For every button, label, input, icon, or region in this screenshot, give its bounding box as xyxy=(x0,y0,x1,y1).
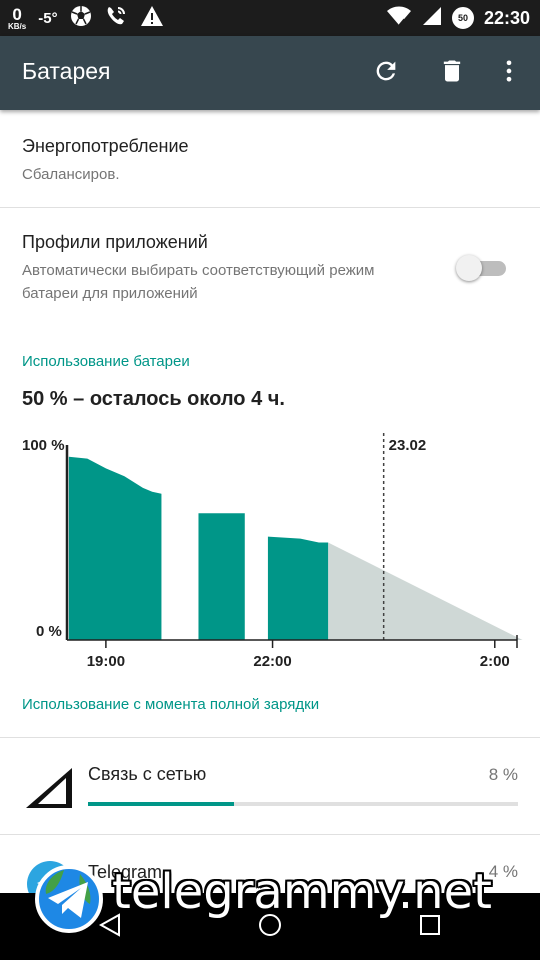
app-profiles-preference[interactable]: Профили приложений Автоматически выбират… xyxy=(22,232,432,305)
divider xyxy=(0,207,540,208)
app-name: Связь с сетью xyxy=(88,764,207,784)
delete-icon xyxy=(438,57,466,90)
app-profiles-description: Автоматически выбирать соответствующий р… xyxy=(22,262,375,302)
refresh-icon xyxy=(372,57,400,90)
network-speed-unit: KB/s xyxy=(8,21,27,31)
date-marker-label: 23.02 xyxy=(389,437,427,454)
usage-segment-1 xyxy=(68,456,162,640)
watermark-text: telegrammy.net xyxy=(112,864,492,920)
usage-segment-2 xyxy=(198,513,245,640)
temperature: -5° xyxy=(38,9,58,27)
divider xyxy=(0,737,540,738)
recents-button[interactable] xyxy=(410,907,450,947)
app-percent: 4 % xyxy=(488,862,518,881)
battery-summary: 50 % – осталось около 4 ч. xyxy=(22,388,285,410)
status-left-group: 0 KB/s -5° xyxy=(8,2,164,34)
app-profiles-switch[interactable] xyxy=(456,255,506,281)
watermark: telegrammy.net xyxy=(28,858,540,938)
status-bar: 0 KB/s -5° 50 22:30 xyxy=(0,0,540,36)
since-full-charge-heading: Использование с момента полной зарядки xyxy=(22,696,320,713)
home-icon xyxy=(257,912,283,943)
telegram-logo-icon xyxy=(34,864,104,939)
actual-usage-layer xyxy=(68,456,329,640)
page-title: Батарея xyxy=(22,58,111,84)
app-bar: Батарея xyxy=(0,36,540,110)
status-right-group: 50 22:30 xyxy=(386,0,530,36)
switch-thumb xyxy=(456,255,482,281)
prediction-area xyxy=(328,542,523,640)
back-button[interactable] xyxy=(90,907,130,947)
cell-signal-status-icon xyxy=(422,6,442,31)
home-button[interactable] xyxy=(250,907,290,947)
refresh-button[interactable] xyxy=(369,56,403,90)
back-icon xyxy=(97,912,123,943)
status-clock: 22:30 xyxy=(483,7,530,28)
recents-icon xyxy=(418,913,442,942)
wifi-call-icon xyxy=(104,4,128,33)
battery-history-chart: 23.02 100 % 0 % 19:00 22:00 2:00 xyxy=(22,433,523,670)
cell-signal-icon xyxy=(24,766,74,815)
network-speed-value: 0 xyxy=(12,4,22,24)
power-mode-title: Энергопотребление xyxy=(22,136,189,156)
x-tick-label-1: 19:00 xyxy=(87,653,125,670)
soccer-ball-icon xyxy=(70,5,92,32)
power-mode-preference[interactable]: Энергопотребление Сбалансиров. xyxy=(22,136,189,186)
prediction-layer xyxy=(328,542,523,640)
app-usage-bar xyxy=(88,802,518,806)
x-ticks: 19:00 22:00 2:00 xyxy=(87,640,510,670)
usage-segment-3 xyxy=(267,536,329,640)
app-usage-bar-fill xyxy=(88,802,235,806)
battery-level-badge: 50 xyxy=(451,7,474,29)
battery-usage-heading: Использование батареи xyxy=(22,353,190,370)
delete-button[interactable] xyxy=(435,56,469,90)
app-percent: 8 % xyxy=(488,765,518,784)
warning-icon xyxy=(140,5,164,32)
x-tick-label-3: 2:00 xyxy=(480,653,510,670)
y-tick-label-100: 100 % xyxy=(22,437,65,454)
more-options-button[interactable] xyxy=(492,56,526,90)
network-speed: 0 KB/s xyxy=(8,6,26,31)
power-mode-value: Сбалансиров. xyxy=(22,166,120,183)
wifi-icon xyxy=(386,6,412,31)
y-tick-label-0: 0 % xyxy=(36,623,62,640)
more-vert-icon xyxy=(495,57,523,90)
divider xyxy=(0,834,540,835)
app-profiles-title: Профили приложений xyxy=(22,232,208,252)
app-name: Telegram xyxy=(88,862,163,882)
x-tick-label-2: 22:00 xyxy=(253,653,291,670)
